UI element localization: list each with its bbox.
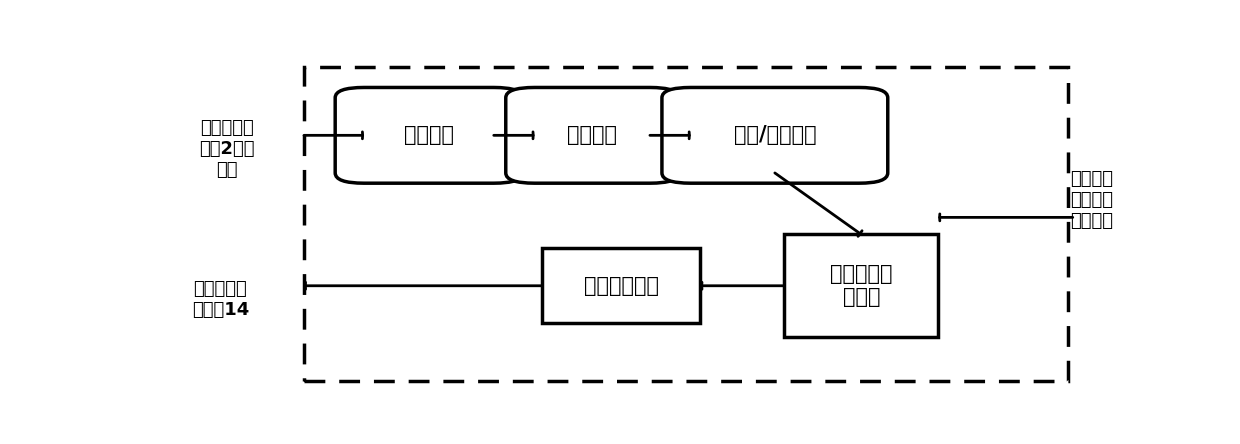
FancyBboxPatch shape xyxy=(662,87,888,183)
FancyBboxPatch shape xyxy=(506,87,678,183)
Text: 最优斩光频率: 最优斩光频率 xyxy=(584,276,658,296)
Text: 噪声信号探
测器2信号
输入: 噪声信号探 测器2信号 输入 xyxy=(200,119,255,179)
Text: 带通滤波: 带通滤波 xyxy=(404,125,454,145)
Text: 频域信号强
度比较: 频域信号强 度比较 xyxy=(830,264,893,307)
Text: 输出至嵌入
式主机14: 输出至嵌入 式主机14 xyxy=(192,280,249,319)
Text: 斩光器控
制器工作
频率范围: 斩光器控 制器工作 频率范围 xyxy=(1070,170,1114,230)
FancyBboxPatch shape xyxy=(542,248,701,323)
Bar xyxy=(304,67,1068,381)
Text: 信号放大: 信号放大 xyxy=(567,125,618,145)
FancyBboxPatch shape xyxy=(785,234,939,337)
Text: 时域/频率转换: 时域/频率转换 xyxy=(734,125,816,145)
FancyBboxPatch shape xyxy=(335,87,522,183)
